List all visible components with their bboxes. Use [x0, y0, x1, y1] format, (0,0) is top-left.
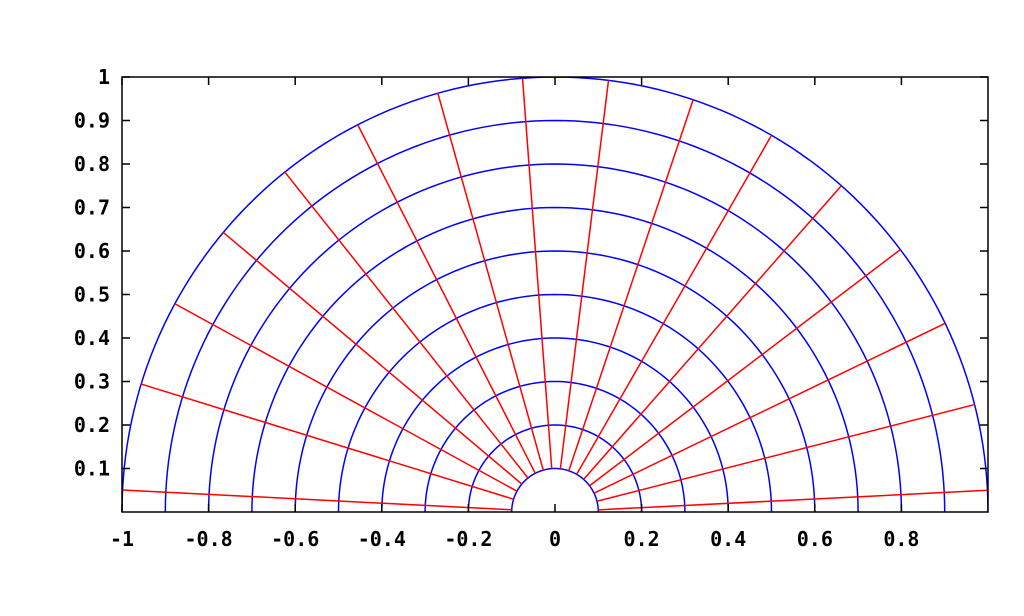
- radial-line-13: [174, 303, 518, 492]
- radial-line-6: [568, 99, 694, 472]
- y-tick-label: 0.1: [74, 457, 110, 481]
- y-tick-label: 0.7: [74, 196, 110, 220]
- arc-r-0.2: [467, 424, 643, 512]
- radial-line-2: [593, 322, 946, 494]
- arc-r-0.5: [337, 293, 773, 512]
- y-tick-label: 0.4: [74, 326, 110, 350]
- y-tick-label: 1: [98, 65, 110, 89]
- axes-layer: [121, 76, 989, 513]
- arc-r-1: [122, 77, 988, 512]
- x-tick-label: 0.2: [624, 527, 660, 551]
- y-tick-label: 0.6: [74, 239, 110, 263]
- y-tick-label: 0.3: [74, 370, 110, 394]
- arc-r-0.9: [164, 119, 946, 512]
- radial-line-12: [222, 231, 523, 485]
- y-tick-label: 0.2: [74, 413, 110, 437]
- arc-r-0.8: [207, 163, 903, 512]
- y-tick-label: 0.9: [74, 109, 110, 133]
- arc-r-0.7: [251, 206, 859, 512]
- x-tick-label: 0.8: [883, 527, 919, 551]
- series-layer: [122, 77, 988, 512]
- x-tick-label: 0.4: [710, 527, 746, 551]
- radial-line-11: [284, 171, 529, 479]
- x-tick-label: -0.4: [358, 527, 406, 551]
- radial-line-0: [598, 489, 988, 511]
- radial-line-14: [140, 383, 514, 500]
- radial-line-15: [122, 489, 512, 511]
- y-tick-label: 0.5: [74, 283, 110, 307]
- radial-line-5: [575, 134, 773, 475]
- radial-line-9: [437, 93, 545, 471]
- arc-r-0.3: [424, 380, 686, 512]
- radial-line-8: [521, 78, 553, 469]
- radial-line-7: [559, 80, 610, 469]
- x-tick-label: -0.6: [271, 527, 319, 551]
- radial-line-3: [589, 249, 901, 487]
- radial-line-4: [583, 185, 842, 480]
- radial-line-1: [596, 403, 975, 502]
- x-tick-label: -1: [110, 527, 134, 551]
- radial-line-10: [357, 124, 536, 474]
- x-tick-label: 0.6: [797, 527, 833, 551]
- x-tick-label: -0.2: [444, 527, 492, 551]
- arc-r-0.4: [381, 337, 729, 512]
- y-tick-label: 0.8: [74, 152, 110, 176]
- arc-r-0.1: [510, 467, 600, 512]
- x-tick-label: 0: [549, 527, 561, 551]
- labels-layer: -1 -0.8 -0.6 -0.4 -0.2 0 0.2 0.4 0.6 0.8 0.1 0.2 0.3…: [74, 65, 920, 551]
- x-tick-label: -0.8: [185, 527, 233, 551]
- arc-r-0.6: [294, 250, 816, 512]
